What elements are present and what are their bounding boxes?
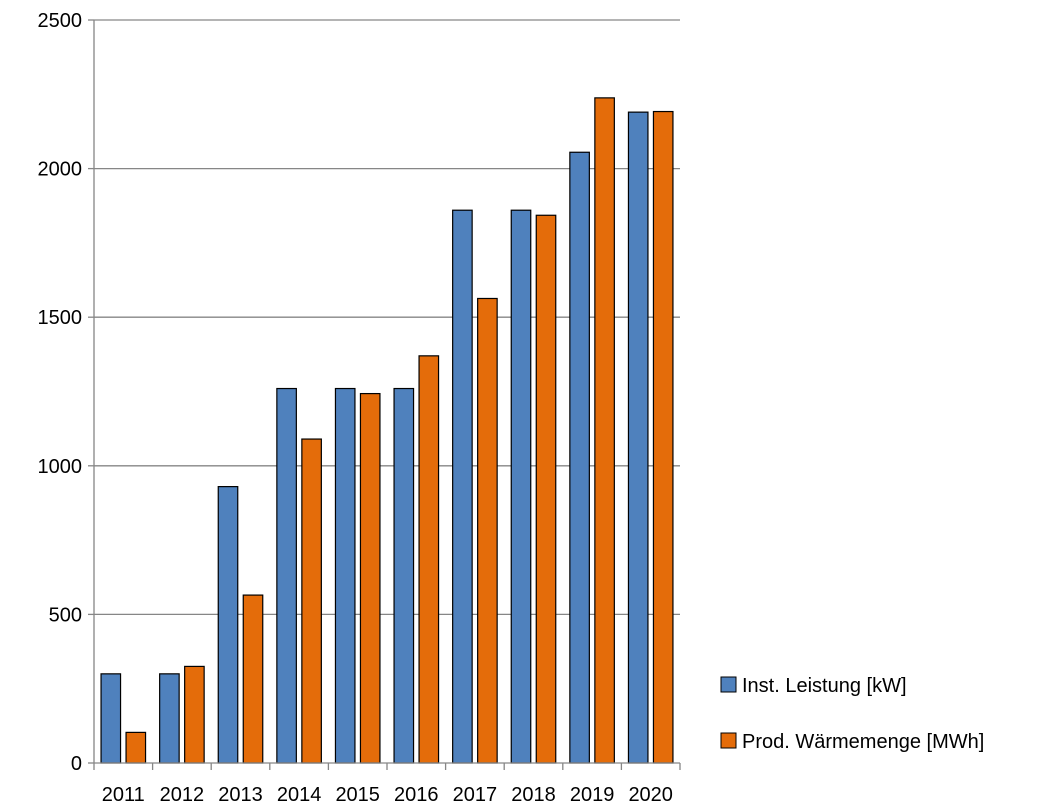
y-tick-label-1500: 1500 — [38, 307, 83, 329]
bar-inst-leistung-2016 — [393, 387, 415, 764]
x-axis-tick-labels: 2011 2012 2013 2014 2015 2016 2017 2018 2019 2020 — [102, 784, 673, 806]
x-tick-label-2019: 2019 — [570, 784, 615, 806]
bar-prod-waermemenge-2016 — [418, 355, 440, 764]
bar-prod-waermemenge-2013 — [242, 594, 264, 764]
bar-prod-waermemenge-2012 — [184, 665, 205, 764]
axes — [93, 20, 681, 770]
bar-inst-leistung-2015 — [334, 387, 356, 764]
legend-label-inst-leistung: Inst. Leistung [kW] — [742, 675, 907, 697]
bars — [100, 97, 674, 764]
x-tick-label-2014: 2014 — [277, 784, 322, 806]
bar-prod-waermemenge-2015 — [359, 392, 381, 764]
y-axis-tick-labels: 0 500 1000 1500 2000 2500 — [38, 10, 83, 775]
x-tick-label-2018: 2018 — [511, 784, 556, 806]
legend-swatch-prod-waermemenge — [720, 732, 737, 749]
bar-inst-leistung-2012 — [159, 673, 180, 764]
y-tick-label-2500: 2500 — [38, 10, 83, 32]
x-tick-label-2016: 2016 — [394, 784, 439, 806]
bar-prod-waermemenge-2011 — [125, 731, 147, 764]
x-tick-label-2015: 2015 — [335, 784, 380, 806]
bar-inst-leistung-2017 — [452, 209, 473, 764]
bar-prod-waermemenge-2017 — [477, 297, 498, 764]
bar-inst-leistung-2019 — [569, 151, 590, 764]
x-tick-label-2011: 2011 — [102, 784, 145, 806]
bar-prod-waermemenge-2019 — [594, 97, 615, 764]
bar-prod-waermemenge-2014 — [301, 438, 322, 764]
y-tick-label-2000: 2000 — [38, 159, 83, 181]
bar-prod-waermemenge-2018 — [535, 214, 557, 764]
y-tick-label-0: 0 — [71, 753, 82, 775]
gridlines — [88, 19, 680, 764]
bar-prod-waermemenge-2020 — [652, 110, 674, 764]
legend: Inst. Leistung [kW] Prod. Wärmemenge [MW… — [720, 675, 984, 753]
y-tick-label-500: 500 — [49, 604, 82, 626]
y-tick-label-1000: 1000 — [38, 456, 83, 478]
x-tick-label-2017: 2017 — [453, 784, 498, 806]
legend-swatch-inst-leistung — [720, 676, 737, 693]
x-tick-label-2013: 2013 — [218, 784, 263, 806]
x-tick-label-2012: 2012 — [160, 784, 205, 806]
bar-inst-leistung-2020 — [627, 111, 649, 764]
bar-inst-leistung-2018 — [510, 209, 532, 764]
bar-inst-leistung-2011 — [100, 673, 122, 764]
x-tick-label-2020: 2020 — [628, 784, 673, 806]
bar-inst-leistung-2014 — [276, 387, 297, 764]
bar-inst-leistung-2013 — [217, 486, 239, 764]
legend-label-prod-waermemenge: Prod. Wärmemenge [MWh] — [742, 731, 984, 753]
